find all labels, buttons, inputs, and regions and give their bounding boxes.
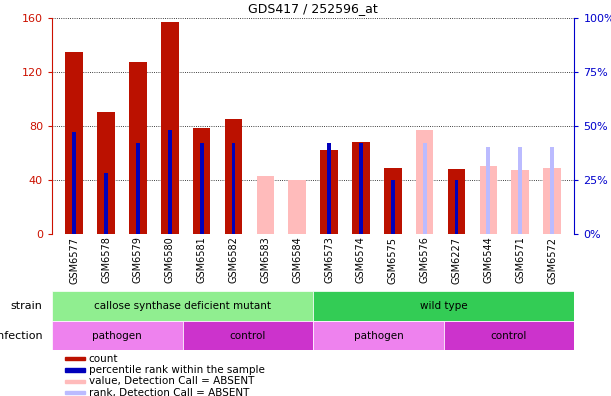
Text: GSM6571: GSM6571 xyxy=(515,236,525,284)
Bar xyxy=(543,168,561,234)
Bar xyxy=(72,132,76,234)
Bar xyxy=(423,143,426,234)
Text: wild type: wild type xyxy=(420,301,467,311)
Bar xyxy=(136,143,140,234)
Bar xyxy=(232,143,235,234)
Bar xyxy=(518,147,522,234)
Bar xyxy=(550,147,554,234)
Text: GSM6583: GSM6583 xyxy=(260,236,270,283)
Bar xyxy=(352,142,370,234)
Bar xyxy=(384,168,401,234)
Text: GSM6582: GSM6582 xyxy=(229,236,238,284)
Bar xyxy=(104,173,108,234)
Bar xyxy=(313,321,444,350)
Text: GSM6544: GSM6544 xyxy=(483,236,493,283)
Bar xyxy=(444,321,574,350)
Bar xyxy=(486,147,490,234)
Text: GSM6577: GSM6577 xyxy=(69,236,79,284)
Bar xyxy=(313,291,574,321)
Text: control: control xyxy=(230,331,266,341)
Bar xyxy=(65,380,85,383)
Bar xyxy=(129,62,147,234)
Text: percentile rank within the sample: percentile rank within the sample xyxy=(89,365,265,375)
Bar xyxy=(65,51,83,234)
Text: strain: strain xyxy=(10,301,42,311)
Text: GSM6579: GSM6579 xyxy=(133,236,143,284)
Text: callose synthase deficient mutant: callose synthase deficient mutant xyxy=(94,301,271,311)
Bar xyxy=(416,130,433,234)
Text: pathogen: pathogen xyxy=(354,331,403,341)
Bar xyxy=(97,112,115,234)
Bar xyxy=(65,357,85,360)
Bar xyxy=(65,391,85,394)
Text: GSM6576: GSM6576 xyxy=(420,236,430,284)
Bar xyxy=(161,22,178,234)
Bar xyxy=(183,321,313,350)
Bar xyxy=(225,119,243,234)
Title: GDS417 / 252596_at: GDS417 / 252596_at xyxy=(248,2,378,15)
Text: value, Detection Call = ABSENT: value, Detection Call = ABSENT xyxy=(89,377,254,386)
Text: rank, Detection Call = ABSENT: rank, Detection Call = ABSENT xyxy=(89,388,249,396)
Bar xyxy=(359,143,363,234)
Text: GSM6573: GSM6573 xyxy=(324,236,334,284)
Text: count: count xyxy=(89,354,119,364)
Text: GSM6581: GSM6581 xyxy=(197,236,207,283)
Text: GSM6572: GSM6572 xyxy=(547,236,557,284)
Bar xyxy=(65,368,85,371)
Text: GSM6574: GSM6574 xyxy=(356,236,366,284)
Bar xyxy=(288,180,306,234)
Text: control: control xyxy=(491,331,527,341)
Text: GSM6580: GSM6580 xyxy=(165,236,175,283)
Text: GSM6227: GSM6227 xyxy=(452,236,461,284)
Bar xyxy=(327,143,331,234)
Bar xyxy=(391,180,395,234)
Bar xyxy=(448,169,465,234)
Text: GSM6575: GSM6575 xyxy=(388,236,398,284)
Bar xyxy=(52,321,183,350)
Text: GSM6578: GSM6578 xyxy=(101,236,111,284)
Bar xyxy=(168,130,172,234)
Bar xyxy=(52,291,313,321)
Text: infection: infection xyxy=(0,331,42,341)
Bar xyxy=(200,143,203,234)
Bar xyxy=(320,150,338,234)
Text: pathogen: pathogen xyxy=(92,331,142,341)
Bar xyxy=(455,180,458,234)
Bar xyxy=(480,166,497,234)
Bar xyxy=(257,176,274,234)
Bar xyxy=(511,170,529,234)
Text: GSM6584: GSM6584 xyxy=(292,236,302,283)
Bar xyxy=(193,128,210,234)
